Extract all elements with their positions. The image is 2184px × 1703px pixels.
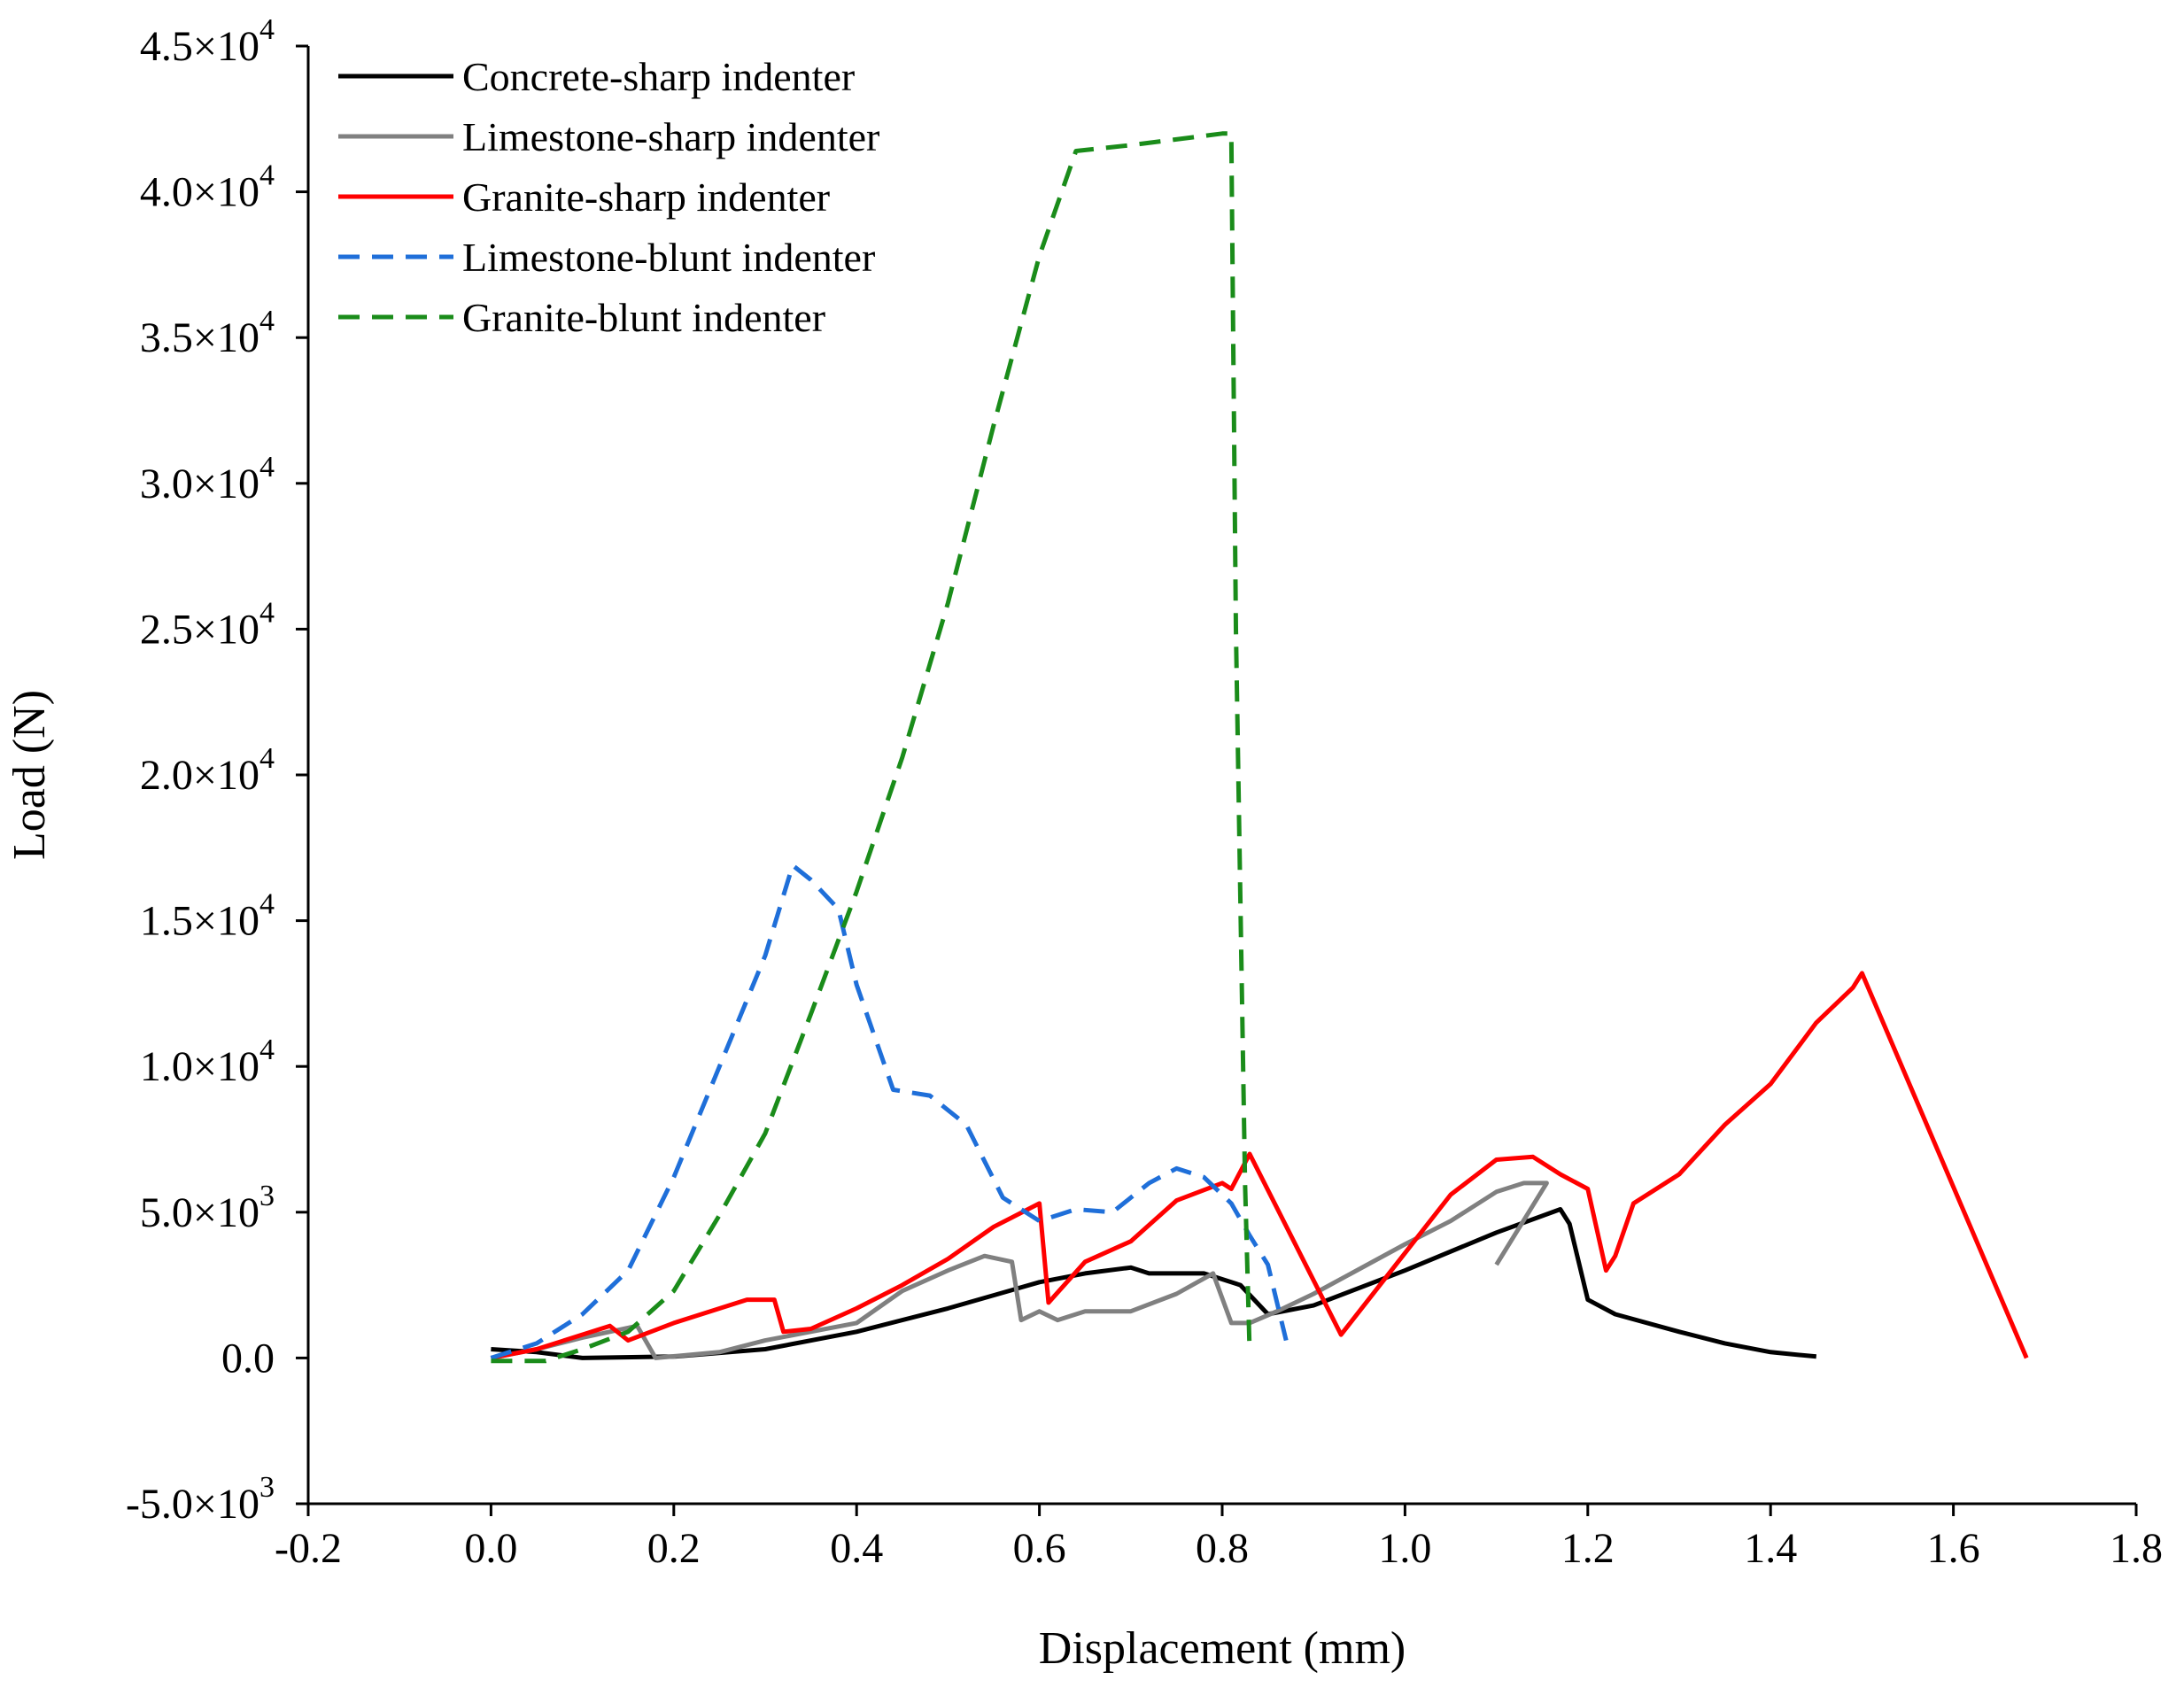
y-tick-label: 4.5×104 [140, 13, 275, 70]
legend-label-5: Granite-blunt indenter [462, 295, 825, 340]
series-line-1 [491, 1207, 1817, 1360]
y-axis-title: Load (N) [4, 690, 55, 860]
legend-label-4: Limestone-blunt indenter [462, 235, 875, 280]
x-tick-label: -0.2 [275, 1525, 342, 1572]
x-tick-label: 1.8 [2110, 1525, 2163, 1572]
x-tick-label: 1.4 [1744, 1525, 1797, 1572]
x-tick-label: 1.0 [1378, 1525, 1431, 1572]
series-line-4 [490, 863, 1289, 1360]
x-axis-title: Displacement (mm) [1039, 1623, 1406, 1674]
y-tick-label: 4.0×104 [140, 159, 275, 216]
series-layer [490, 131, 2029, 1364]
legend: Concrete-sharp indenter Limestone-sharp i… [338, 54, 879, 340]
y-tick-label: -5.0×103 [126, 1471, 275, 1528]
y-tick-label: 0.0 [221, 1335, 275, 1382]
axes: -0.2 0.0 0.2 0.4 0.6 0.8 1.0 1.2 1.4 1.6 1.8 -5.0×1… [126, 13, 2163, 1572]
x-tick-label: 0.0 [464, 1525, 517, 1572]
y-tick-label: 3.0×104 [140, 451, 275, 507]
x-tick-label: 0.8 [1196, 1525, 1249, 1572]
y-tick-label: 1.0×104 [140, 1033, 275, 1090]
y-tick-label: 1.5×104 [140, 888, 275, 945]
x-tick-label: 0.2 [647, 1525, 701, 1572]
x-tick-label: 0.6 [1013, 1525, 1066, 1572]
y-tick-label: 5.0×103 [140, 1180, 275, 1236]
legend-label-1: Concrete-sharp indenter [462, 54, 855, 99]
x-tick-label: 0.4 [830, 1525, 883, 1572]
y-tick-label: 3.5×104 [140, 305, 275, 361]
x-tick-label: 1.6 [1927, 1525, 1980, 1572]
y-tick-label: 2.0×104 [140, 742, 275, 799]
legend-label-2: Limestone-sharp indenter [462, 114, 879, 159]
legend-label-3: Granite-sharp indenter [462, 174, 830, 220]
series-line-5 [491, 131, 1252, 1364]
x-tick-label: 1.2 [1561, 1525, 1615, 1572]
series-line-3 [490, 971, 2029, 1360]
y-tick-label: 2.5×104 [140, 596, 275, 653]
